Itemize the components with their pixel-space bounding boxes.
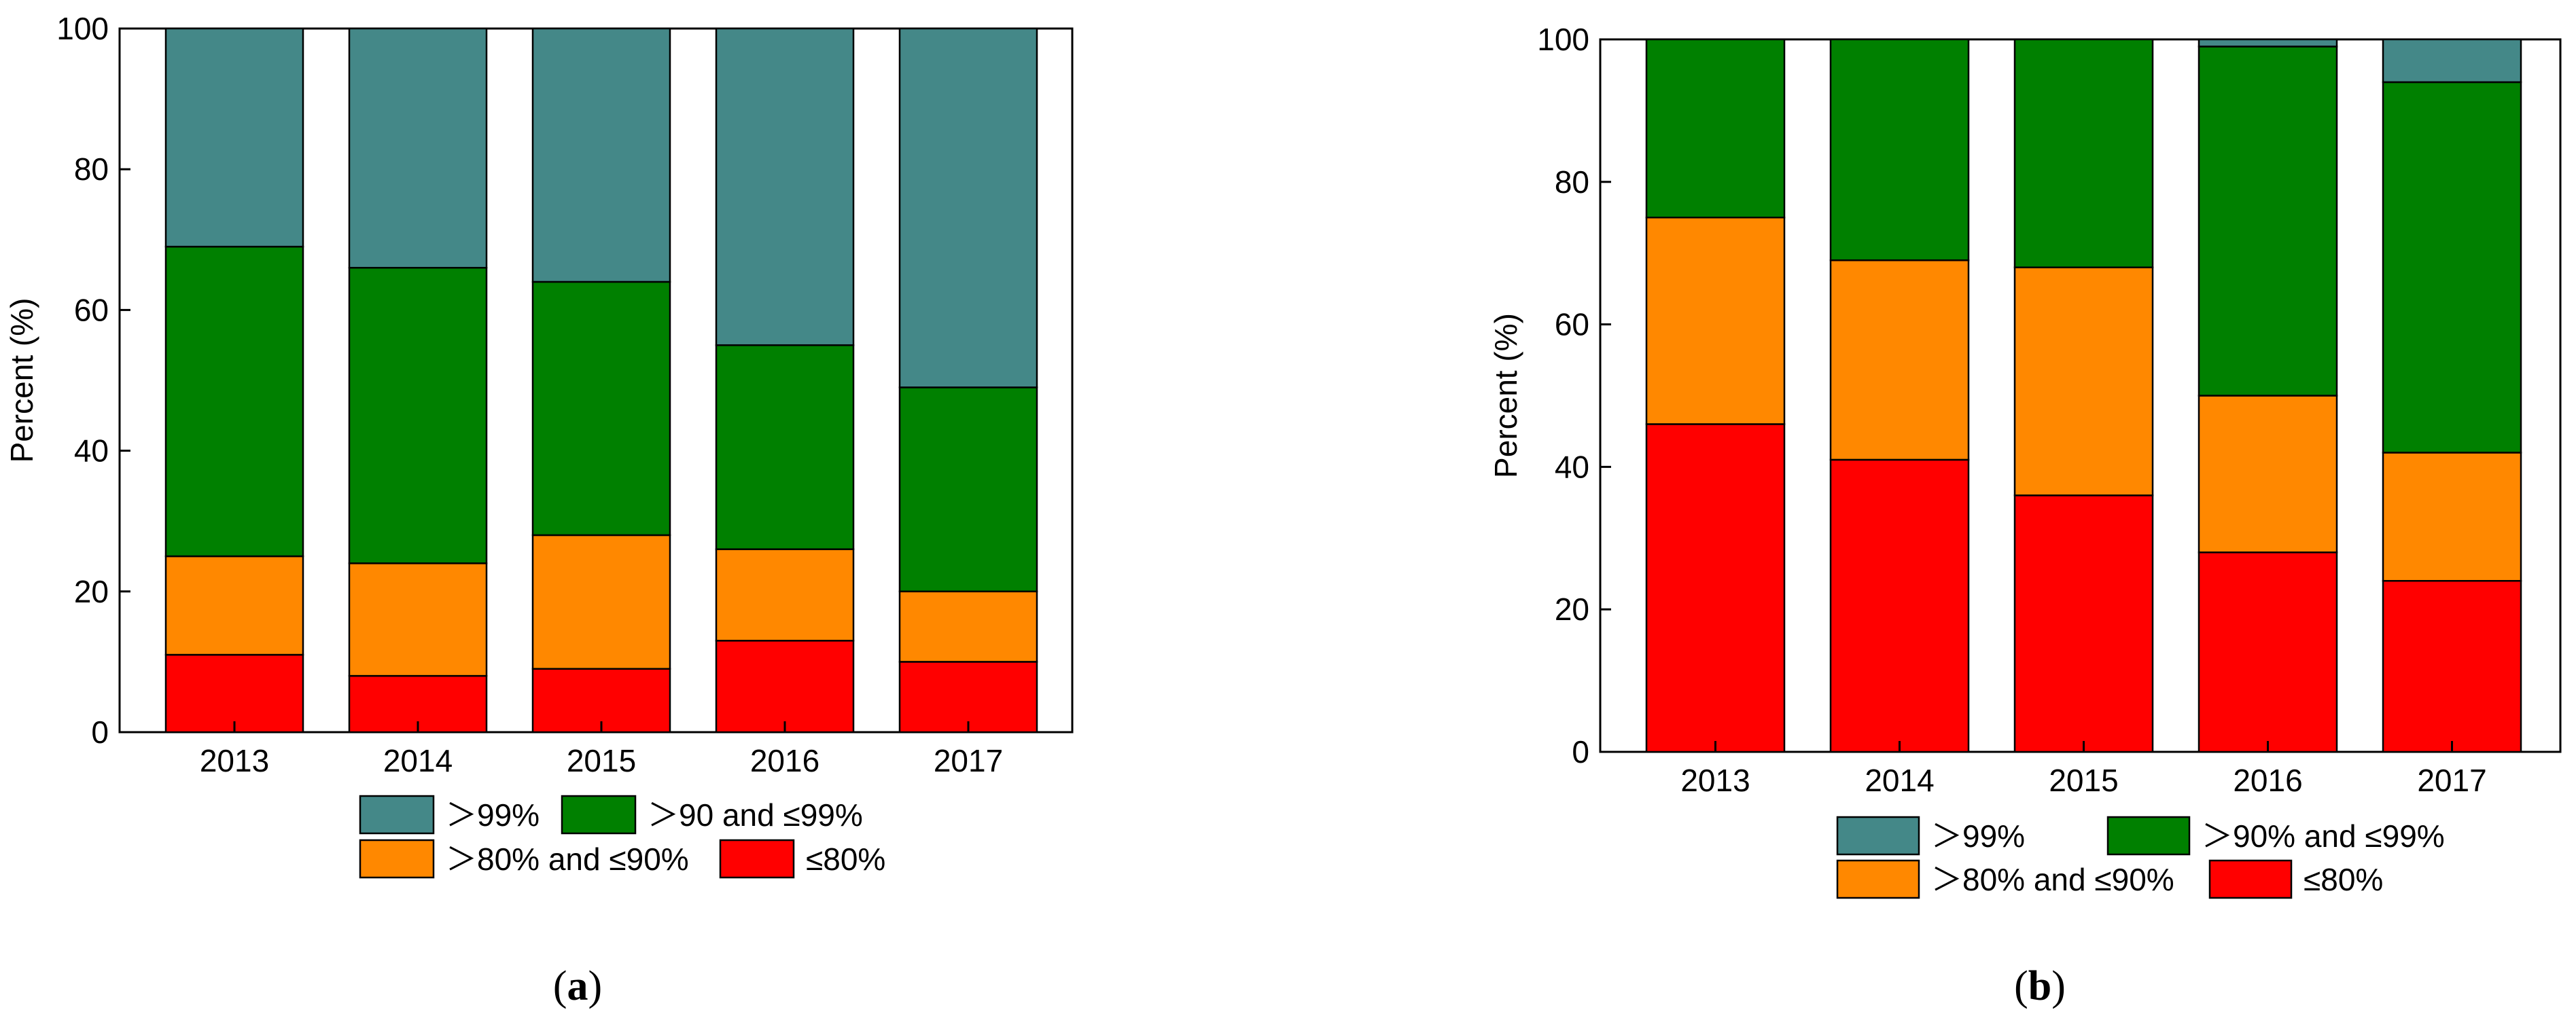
y-axis-label: Percent (%) bbox=[4, 298, 39, 463]
legend-swatch bbox=[1836, 816, 1920, 856]
bar-segment-2017-series-1 bbox=[2382, 452, 2522, 582]
x-tick-label: 2013 bbox=[200, 743, 269, 778]
x-tick-label: 2017 bbox=[934, 743, 1003, 778]
legend-label: ＞99% bbox=[1931, 818, 2025, 854]
y-tick-label: 20 bbox=[1555, 592, 1589, 627]
bar-segment-2013-series-0 bbox=[164, 653, 304, 734]
panel-caption: (a) bbox=[553, 963, 602, 1009]
bar-segment-2016-series-3 bbox=[715, 27, 855, 346]
bar-segment-2015-series-2 bbox=[531, 281, 671, 537]
bar-segment-2013-series-2 bbox=[1645, 38, 1786, 219]
caption-paren-close: ) bbox=[588, 963, 603, 1009]
y-tick-label: 20 bbox=[74, 574, 109, 609]
y-tick-label: 80 bbox=[1555, 164, 1589, 200]
bar-segment-2015-series-2 bbox=[2013, 38, 2154, 268]
caption-letter: a bbox=[567, 963, 588, 1009]
bar-segment-2017-series-3 bbox=[2382, 38, 2522, 84]
bar-segment-2014-series-2 bbox=[1829, 38, 1970, 261]
bar-segment-2016-series-3 bbox=[2198, 38, 2338, 48]
bar-segment-2017-series-0 bbox=[2382, 579, 2522, 753]
bar-segment-2014-series-1 bbox=[348, 562, 488, 677]
bar-segment-2016-series-1 bbox=[715, 548, 855, 642]
y-tick-label: 0 bbox=[1572, 734, 1589, 770]
legend-label: ＞90% and ≤99% bbox=[2202, 818, 2445, 854]
bar-segment-2013-series-0 bbox=[1645, 423, 1786, 753]
bar-segment-2017-series-2 bbox=[2382, 81, 2522, 454]
panel-caption: (b) bbox=[2014, 963, 2066, 1009]
bar-segment-2015-series-0 bbox=[2013, 494, 2154, 753]
bar-segment-2014-series-3 bbox=[348, 27, 488, 269]
legend-swatch bbox=[359, 795, 435, 835]
bar-segment-2013-series-2 bbox=[164, 245, 304, 558]
y-tick-label: 60 bbox=[74, 292, 109, 327]
y-tick-label: 0 bbox=[91, 715, 109, 750]
legend-swatch bbox=[561, 795, 637, 835]
bar-segment-2014-series-1 bbox=[1829, 259, 1970, 461]
y-tick-label: 80 bbox=[74, 151, 109, 187]
legend-label: ＞99% bbox=[446, 797, 540, 833]
x-tick-label: 2015 bbox=[2049, 763, 2118, 798]
y-tick-label: 40 bbox=[74, 433, 109, 469]
x-tick-label: 2015 bbox=[567, 743, 636, 778]
legend-swatch bbox=[719, 839, 795, 879]
bar-segment-2017-series-3 bbox=[898, 27, 1038, 388]
bar-segment-2016-series-2 bbox=[715, 344, 855, 550]
bar-segment-2016-series-2 bbox=[2198, 46, 2338, 397]
bar-segment-2016-series-0 bbox=[2198, 551, 2338, 753]
legend-swatch bbox=[1836, 859, 1920, 899]
y-tick-label: 100 bbox=[56, 11, 109, 46]
bar-segment-2015-series-1 bbox=[2013, 266, 2154, 496]
legend-label: ≤80% bbox=[806, 842, 885, 877]
bar-segment-2016-series-1 bbox=[2198, 395, 2338, 554]
y-tick-label: 60 bbox=[1555, 307, 1589, 342]
x-tick-label: 2013 bbox=[1680, 763, 1750, 798]
chart-panel-a: 2013 2014 2015 2016 2017 0 20 40 60 80 100 Percent … bbox=[4, 11, 1074, 1009]
bar-segment-2017-series-2 bbox=[898, 386, 1038, 593]
legend-label: ＞80% and ≤90% bbox=[446, 842, 689, 877]
caption-paren-open: ( bbox=[553, 963, 567, 1009]
bar-segment-2015-series-3 bbox=[531, 27, 671, 283]
x-tick-label: 2014 bbox=[1865, 763, 1934, 798]
bar-segment-2013-series-3 bbox=[164, 27, 304, 248]
bar-segment-2014-series-2 bbox=[348, 266, 488, 564]
bar-segment-2016-series-0 bbox=[715, 640, 855, 734]
y-axis-label: Percent (%) bbox=[1488, 313, 1523, 478]
bar-segment-2017-series-1 bbox=[898, 590, 1038, 663]
legend-swatch bbox=[2208, 859, 2293, 899]
bar-segment-2015-series-0 bbox=[531, 668, 671, 734]
chart-panel-b: 2013 2014 2015 2016 2017 0 20 40 60 80 100 Percent … bbox=[1488, 22, 2562, 1009]
x-tick-label: 2016 bbox=[2233, 763, 2302, 798]
legend-swatch bbox=[359, 839, 435, 879]
caption-paren-open: ( bbox=[2014, 963, 2028, 1009]
caption-letter: b bbox=[2028, 963, 2051, 1009]
y-tick-label: 100 bbox=[1537, 22, 1589, 57]
bar-segment-2015-series-1 bbox=[531, 534, 671, 670]
legend-label: ＞80% and ≤90% bbox=[1931, 862, 2174, 897]
caption-paren-close: ) bbox=[2051, 963, 2066, 1009]
x-tick-label: 2016 bbox=[750, 743, 819, 778]
bar-segment-2014-series-0 bbox=[1829, 458, 1970, 753]
y-tick-label: 40 bbox=[1555, 449, 1589, 484]
bar-segment-2013-series-1 bbox=[164, 555, 304, 656]
legend-swatch bbox=[2106, 816, 2191, 856]
x-tick-label: 2017 bbox=[2417, 763, 2486, 798]
bar-segment-2013-series-1 bbox=[1645, 217, 1786, 425]
x-tick-label: 2014 bbox=[383, 743, 453, 778]
legend-label: ≤80% bbox=[2304, 862, 2383, 897]
legend-label: ＞90 and ≤99% bbox=[648, 797, 863, 833]
